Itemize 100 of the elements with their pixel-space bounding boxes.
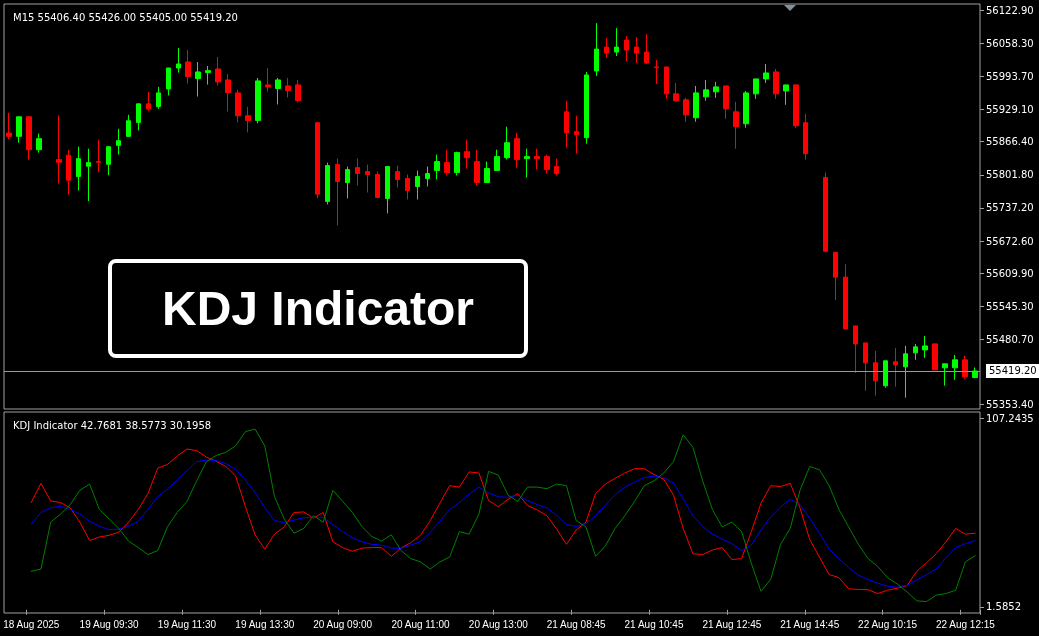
y-tick-label: 1.5852 <box>986 601 1021 613</box>
candlestick <box>843 263 848 330</box>
candlestick <box>454 151 460 177</box>
y-tick-label: 55993.70 <box>986 70 1034 82</box>
candlestick <box>116 128 121 156</box>
candlestick <box>76 146 81 192</box>
candlestick <box>245 106 251 133</box>
candlestick <box>873 350 878 397</box>
candlestick <box>215 56 221 87</box>
candlestick <box>683 97 689 123</box>
x-tick-label: 18 Aug 2025 <box>3 618 60 630</box>
annotation: KDJ Indicator <box>161 281 475 336</box>
candlestick <box>584 71 589 145</box>
candlestick <box>823 172 828 253</box>
candlestick <box>654 59 659 85</box>
x-tick-label: 21 Aug 08:45 <box>546 618 607 630</box>
y-tick-label: 107.2435 <box>986 412 1034 424</box>
x-tick-label: 19 Aug 11:30 <box>157 618 217 630</box>
candlestick <box>415 170 420 200</box>
x-tick-label: 19 Aug 13:30 <box>235 618 295 630</box>
candlestick <box>56 114 62 185</box>
candlestick <box>136 103 141 131</box>
candlestick <box>932 343 938 371</box>
candlestick <box>176 47 181 74</box>
candlestick <box>803 113 808 161</box>
candlestick <box>335 158 340 226</box>
candlestick <box>913 343 918 361</box>
candlestick <box>703 79 709 102</box>
y-tick-label: 55480.70 <box>986 333 1034 345</box>
candlestick <box>952 354 958 381</box>
candlestick <box>524 148 530 179</box>
candlestick <box>255 77 261 124</box>
candlestick <box>554 158 559 177</box>
x-tick-label: 20 Aug 11:00 <box>391 618 451 630</box>
candlestick <box>853 325 858 374</box>
candlestick <box>614 27 619 57</box>
candlestick <box>534 148 540 171</box>
candlestick <box>564 100 569 149</box>
x-tick-label: 21 Aug 14:45 <box>780 618 840 630</box>
candlestick <box>185 49 191 85</box>
candlestick <box>484 161 490 184</box>
x-tick-label: 19 Aug 09:30 <box>79 618 139 630</box>
y-tick-label: 55672.60 <box>986 235 1034 247</box>
candlestick <box>375 171 380 199</box>
candlestick <box>225 73 231 112</box>
candlestick <box>733 101 739 150</box>
candlestick <box>693 85 699 123</box>
candlestick <box>6 112 12 140</box>
candlestick <box>624 35 629 62</box>
x-tick-label: 20 Aug 09:00 <box>313 618 373 630</box>
x-tick-label: 22 Aug 12:15 <box>935 618 996 630</box>
candlestick <box>833 251 838 301</box>
candlestick <box>922 335 928 359</box>
y-tick-label: 55545.30 <box>986 300 1034 312</box>
candlestick <box>763 63 769 84</box>
y-tick-label: 56122.90 <box>986 4 1034 16</box>
candlestick <box>395 165 400 188</box>
candlestick <box>325 162 330 205</box>
candlestick <box>295 79 301 103</box>
candlestick <box>146 91 151 112</box>
candlestick <box>713 81 719 99</box>
line-series <box>30 428 976 603</box>
candlestick <box>514 132 520 169</box>
candlestick <box>644 33 649 65</box>
candlestick <box>783 84 789 106</box>
candlestick <box>205 65 211 86</box>
candlestick <box>106 146 111 176</box>
candlestick <box>96 139 101 173</box>
candlestick <box>285 77 291 99</box>
candlestick <box>464 139 470 170</box>
candlestick <box>634 36 639 64</box>
candlestick <box>863 342 868 392</box>
candlestick <box>594 22 599 77</box>
x-tick-label: 20 Aug 13:00 <box>468 618 529 630</box>
candlestick <box>355 158 360 187</box>
label-frame: KDJ Indicator <box>108 259 528 358</box>
candlestick <box>673 82 679 103</box>
candlestick <box>504 126 510 161</box>
candlestick <box>664 66 669 100</box>
y-tick-label: 55353.40 <box>986 399 1034 411</box>
candlestick <box>66 149 71 195</box>
x-tick-label: 21 Aug 12:45 <box>702 618 762 630</box>
candlestick <box>26 116 32 161</box>
y-tick-label: 55801.80 <box>986 169 1034 181</box>
ref-line-label: 55419.20 <box>989 365 1037 377</box>
y-tick-label: 55929.10 <box>986 104 1034 116</box>
candlestick <box>574 115 579 155</box>
candlestick <box>753 78 759 100</box>
candlestick <box>315 122 320 199</box>
text: KDJ Indicator 42.7681 38.5773 30.1958 <box>13 419 212 431</box>
y-tick-label: 55609.90 <box>986 267 1034 279</box>
candlestick <box>126 114 131 137</box>
candlestick <box>156 86 161 110</box>
candlestick <box>195 61 201 98</box>
candlestick <box>723 85 729 120</box>
candlestick <box>903 345 908 399</box>
candlestick <box>265 67 271 93</box>
candlestick <box>385 166 390 214</box>
candlestick <box>166 67 171 97</box>
candlestick <box>365 164 370 193</box>
